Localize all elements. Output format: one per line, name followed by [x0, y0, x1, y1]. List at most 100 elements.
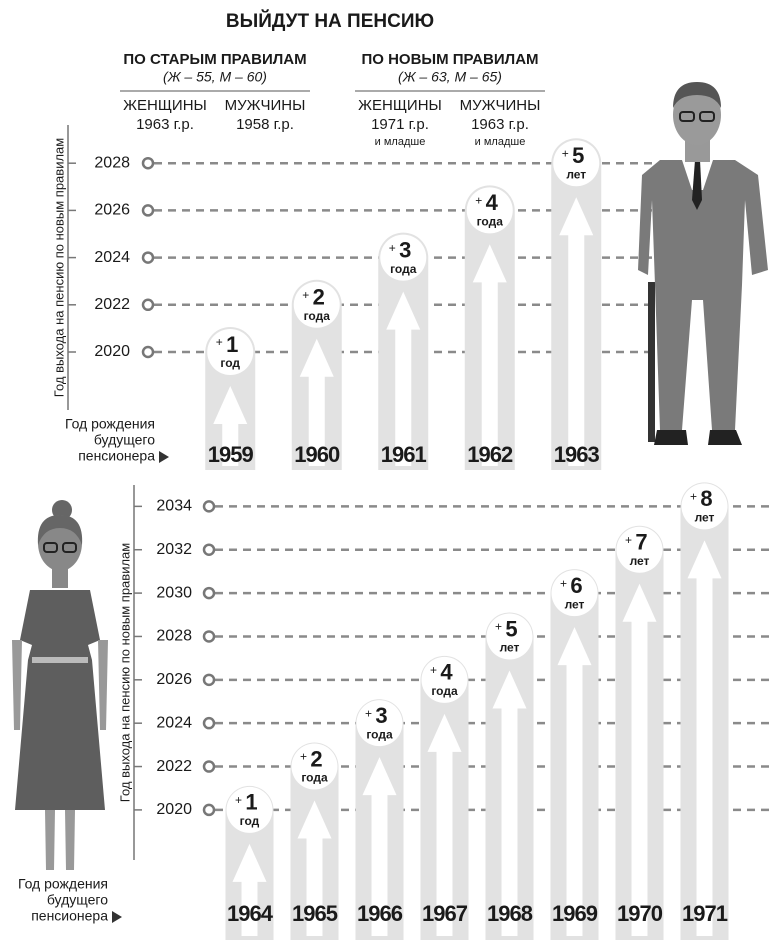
- y-axis-label: Год выхода на пенсию по новым правилам: [51, 138, 66, 397]
- tick-marker: [204, 718, 214, 728]
- increment-value: 4: [486, 190, 499, 215]
- group-sex: ЖЕНЩИНЫ: [358, 97, 442, 114]
- x-tick-label: 1959: [208, 442, 254, 467]
- increment-unit: года: [431, 684, 458, 698]
- x-tick-label: 1966: [357, 901, 403, 926]
- increment-sign: +: [235, 793, 242, 807]
- tick-marker: [143, 158, 153, 168]
- y-tick-label: 2026: [156, 671, 192, 688]
- y-tick-label: 2034: [156, 498, 192, 515]
- increment-sign: +: [562, 146, 569, 160]
- x-axis-arrow: [112, 911, 122, 923]
- y-tick-label: 2020: [156, 801, 192, 818]
- x-axis-label: Год рождения: [18, 876, 108, 892]
- increment-value: 4: [440, 660, 453, 685]
- y-axis-label: Год выхода на пенсию по новым правилам: [117, 543, 132, 802]
- increment-unit: года: [304, 309, 331, 323]
- x-axis-arrow: [159, 451, 169, 463]
- increment-sign: +: [216, 335, 223, 349]
- increment-value: 2: [310, 746, 322, 771]
- x-axis-label: будущего: [47, 892, 108, 908]
- group-sex: МУЖЧИНЫ: [460, 97, 541, 114]
- y-tick-label: 2024: [94, 249, 130, 266]
- increment-sign: +: [690, 490, 697, 504]
- rule-ages: (Ж – 55, М – 60): [163, 69, 267, 85]
- increment-sign: +: [365, 706, 372, 720]
- increment-unit: лет: [565, 597, 585, 611]
- rule-ages: (Ж – 63, М – 65): [398, 69, 502, 85]
- tick-marker: [143, 253, 153, 263]
- increment-sign: +: [475, 194, 482, 208]
- tick-marker: [204, 545, 214, 555]
- tick-marker: [204, 588, 214, 598]
- increment-value: 3: [375, 703, 387, 728]
- woman-figure: [12, 500, 108, 870]
- x-tick-label: 1971: [682, 901, 728, 926]
- y-tick-label: 2020: [94, 343, 130, 360]
- y-tick-label: 2028: [94, 154, 130, 171]
- y-tick-label: 2022: [94, 296, 130, 313]
- increment-unit: года: [390, 262, 417, 276]
- increment-unit: года: [366, 727, 393, 741]
- increment-value: 6: [570, 573, 582, 598]
- increment-unit: года: [477, 215, 504, 229]
- infographic: Год выхода на пенсию по новым правилам 20…: [0, 0, 769, 944]
- tick-marker: [204, 501, 214, 511]
- increment-sign: +: [560, 576, 567, 590]
- increment-value: 8: [700, 486, 712, 511]
- group-born: 1963 г.р.: [471, 116, 529, 133]
- increment-unit: лет: [630, 554, 650, 568]
- increment-sign: +: [302, 288, 309, 302]
- tick-marker: [143, 347, 153, 357]
- tick-marker: [143, 205, 153, 215]
- x-tick-label: 1964: [227, 901, 274, 926]
- increment-unit: год: [220, 356, 240, 370]
- y-tick-label: 2024: [156, 714, 192, 731]
- group-sex: МУЖЧИНЫ: [225, 97, 306, 114]
- increment-value: 5: [572, 143, 584, 168]
- x-tick-label: 1960: [294, 442, 340, 467]
- x-axis-label: пенсионера: [78, 448, 155, 464]
- increment-sign: +: [625, 533, 632, 547]
- group-born: 1971 г.р.: [371, 116, 429, 133]
- x-axis-label: Год рождения: [65, 416, 155, 432]
- increment-sign: +: [430, 663, 437, 677]
- increment-unit: год: [240, 814, 260, 828]
- x-tick-label: 1961: [381, 442, 427, 467]
- tick-marker: [204, 762, 214, 772]
- chart-0: Год выхода на пенсию по новым правилам 20…: [51, 125, 655, 470]
- man-figure: [638, 82, 768, 445]
- group-born: 1958 г.р.: [236, 116, 294, 133]
- chart-1: Год выхода на пенсию по новым правилам 20…: [18, 482, 769, 940]
- y-tick-label: 2028: [156, 628, 192, 645]
- x-tick-label: 1963: [554, 442, 600, 467]
- y-tick-label: 2026: [94, 202, 130, 219]
- x-axis-label: пенсионера: [31, 908, 108, 924]
- tick-marker: [204, 631, 214, 641]
- group-note: и младше: [475, 136, 526, 148]
- chart-title: ВЫЙДУТ НА ПЕНСИЮ: [226, 10, 434, 32]
- increment-unit: лет: [695, 511, 715, 525]
- y-tick-label: 2022: [156, 758, 192, 775]
- x-tick-label: 1962: [467, 442, 513, 467]
- y-tick-label: 2030: [156, 584, 192, 601]
- increment-value: 7: [635, 530, 647, 555]
- x-axis-label: будущего: [94, 432, 155, 448]
- increment-unit: лет: [500, 641, 520, 655]
- x-tick-label: 1968: [487, 901, 533, 926]
- increment-value: 1: [226, 332, 238, 357]
- increment-value: 2: [313, 285, 325, 310]
- x-tick-label: 1969: [552, 901, 598, 926]
- group-sex: ЖЕНЩИНЫ: [123, 97, 207, 114]
- increment-sign: +: [300, 750, 307, 764]
- rule-title: ПО НОВЫМ ПРАВИЛАМ: [361, 51, 538, 68]
- increment-value: 5: [505, 616, 517, 641]
- group-born: 1963 г.р.: [136, 116, 194, 133]
- group-note: и младше: [375, 136, 426, 148]
- increment-sign: +: [495, 620, 502, 634]
- x-tick-label: 1965: [292, 901, 338, 926]
- tick-marker: [204, 675, 214, 685]
- x-tick-label: 1970: [617, 901, 663, 926]
- increment-unit: года: [301, 771, 328, 785]
- tick-marker: [143, 300, 153, 310]
